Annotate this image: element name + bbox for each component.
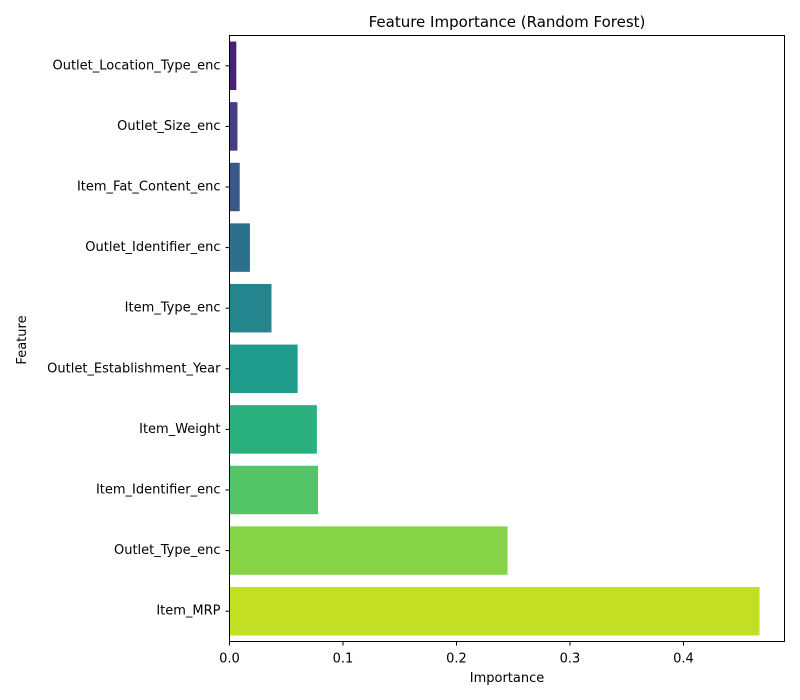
bar-outlet-location-type-enc: [229, 41, 237, 91]
y-tick-label: Outlet_Location_Type_enc: [52, 58, 220, 73]
bar-item-identifier-enc: [229, 465, 319, 515]
x-tick-label: 0.3: [560, 652, 581, 667]
y-tick-label: Item_Type_enc: [125, 301, 221, 316]
y-tick-label: Item_MRP: [156, 604, 220, 619]
x-axis-ticks: 0.0 0.1 0.2 0.3 0.4: [219, 641, 694, 667]
x-tick-label: 0.2: [446, 652, 467, 667]
y-tick-label: Outlet_Type_enc: [114, 543, 221, 558]
bar-item-fat-content-enc: [229, 162, 240, 212]
y-axis-ticks: Outlet_Location_Type_enc Outlet_Size_enc I…: [47, 58, 230, 619]
bar-item-type-enc: [229, 283, 272, 333]
y-tick-label: Item_Weight: [139, 422, 220, 437]
bar-item-weight: [229, 405, 317, 454]
x-tick-label: 0.4: [673, 652, 694, 667]
y-tick-label: Outlet_Size_enc: [117, 119, 220, 134]
bar-item-mrp: [229, 586, 760, 636]
chart-title: Feature Importance (Random Forest): [369, 13, 646, 31]
bar-outlet-type-enc: [229, 526, 508, 575]
bar-group: [229, 41, 760, 636]
y-tick-label: Outlet_Establishment_Year: [47, 361, 221, 376]
y-tick-label: Item_Fat_Content_enc: [77, 180, 221, 195]
y-axis-label: Feature: [15, 315, 30, 364]
y-tick-label: Outlet_Identifier_enc: [85, 240, 220, 255]
x-axis-label: Importance: [470, 671, 545, 686]
x-tick-label: 0.0: [219, 652, 240, 667]
x-tick-label: 0.1: [333, 652, 354, 667]
bar-outlet-establishment-year: [229, 344, 298, 394]
bar-outlet-size-enc: [229, 102, 238, 151]
y-tick-label: Item_Identifier_enc: [96, 483, 221, 498]
bar-outlet-identifier-enc: [229, 223, 250, 272]
plot-frame: [229, 35, 785, 642]
